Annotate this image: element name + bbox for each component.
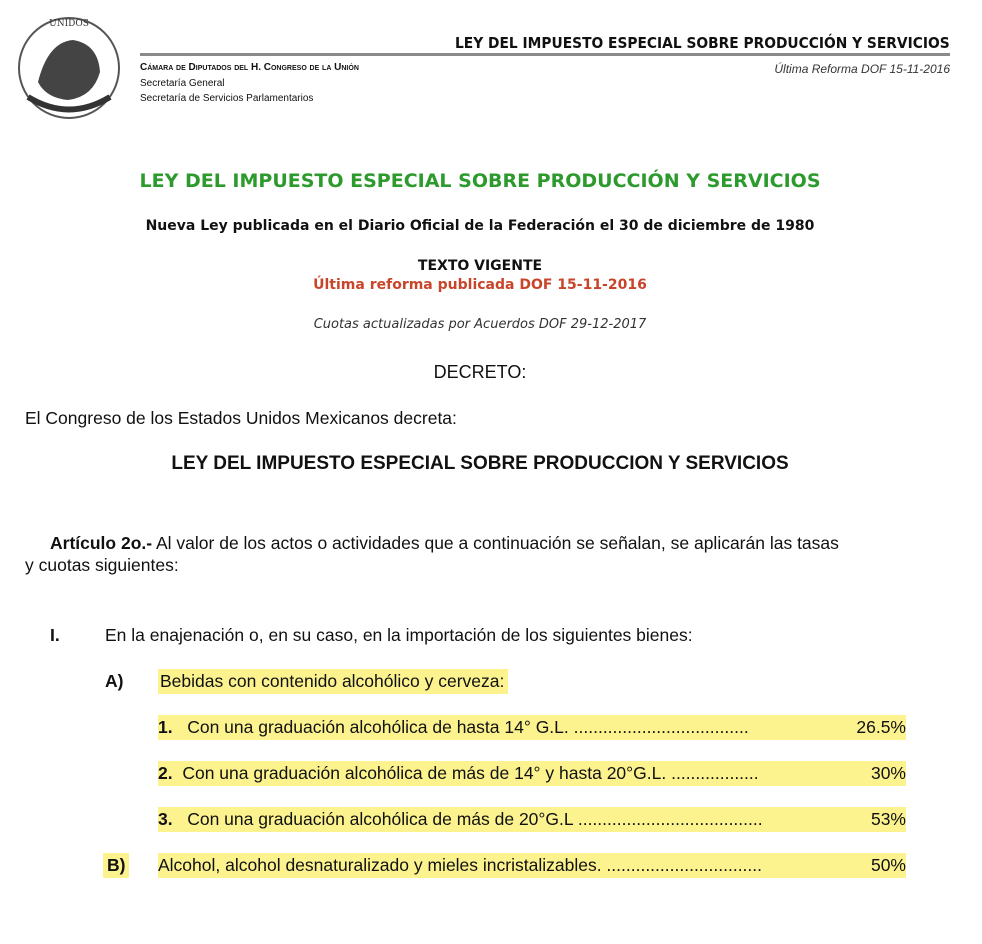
item-text: Con una graduación alcohólica de más de … [187, 809, 578, 829]
item-rate: 26.5% [856, 717, 906, 737]
item-text: Alcohol, alcohol desnaturalizado y miele… [158, 855, 607, 875]
leader-dots: .................. [671, 763, 759, 783]
document-title: LEY DEL IMPUESTO ESPECIAL SOBRE PRODUCCI… [139, 170, 821, 192]
mexican-seal-logo: UNIDOS [18, 17, 120, 119]
item-number: 1. [158, 717, 173, 737]
article-text: Al valor de los actos o actividades que … [152, 533, 839, 553]
item-rate: 30% [870, 763, 906, 783]
secretaria-servicios: Secretaría de Servicios Parlamentarios [140, 93, 314, 104]
leader-dots: ................................ [606, 855, 763, 875]
congreso-decreta: El Congreso de los Estados Unidos Mexica… [25, 408, 457, 428]
list-item: 2. Con una graduación alcohólica de más … [158, 761, 906, 786]
article-2-line2: y cuotas siguientes: [25, 555, 179, 575]
item-a-label: A) [105, 671, 124, 691]
leader-dots: .................................... [573, 717, 749, 737]
law-title: LEY DEL IMPUESTO ESPECIAL SOBRE PRODUCCI… [171, 453, 789, 474]
fraction-text: En la enajenación o, en su caso, en la i… [105, 625, 693, 645]
list-item: 3. Con una graduación alcohólica de más … [158, 807, 906, 832]
header-divider [140, 53, 950, 56]
chamber-name: Cámara de Diputados del H. Congreso de l… [140, 62, 359, 73]
header-title: LEY DEL IMPUESTO ESPECIAL SOBRE PRODUCCI… [455, 34, 950, 52]
item-rate: 53% [870, 809, 906, 829]
item-number: 3. [158, 809, 173, 829]
list-item: 1. Con una graduación alcohólica de hast… [158, 715, 906, 740]
publication-note: Nueva Ley publicada en el Diario Oficial… [145, 218, 815, 234]
svg-text:UNIDOS: UNIDOS [49, 19, 89, 29]
item-rate: 50% [870, 855, 906, 875]
item-text: Con una graduación alcohólica de hasta 1… [187, 717, 574, 737]
item-a-text: Bebidas con contenido alcohólico y cerve… [158, 669, 509, 694]
texto-vigente: TEXTO VIGENTE [417, 258, 543, 274]
fraction-number: I. [50, 625, 60, 645]
decreto-heading: DECRETO: [433, 362, 527, 382]
leader-dots: ...................................... [577, 809, 763, 829]
item-b-label: B) [103, 853, 130, 878]
article-2-line1: Artículo 2o.- Al valor de los actos o ac… [50, 533, 839, 554]
item-b: Alcohol, alcohol desnaturalizado y miele… [158, 853, 906, 878]
item-text: Con una graduación alcohólica de más de … [182, 763, 672, 783]
item-number: 2. [158, 763, 173, 783]
header-last-reform: Última Reforma DOF 15-11-2016 [774, 62, 950, 76]
article-label: Artículo 2o.- [50, 533, 153, 553]
secretaria-general: Secretaría General [140, 78, 225, 89]
last-reform-note: Última reforma publicada DOF 15-11-2016 [313, 277, 647, 293]
cuotas-note: Cuotas actualizadas por Acuerdos DOF 29-… [313, 317, 647, 332]
